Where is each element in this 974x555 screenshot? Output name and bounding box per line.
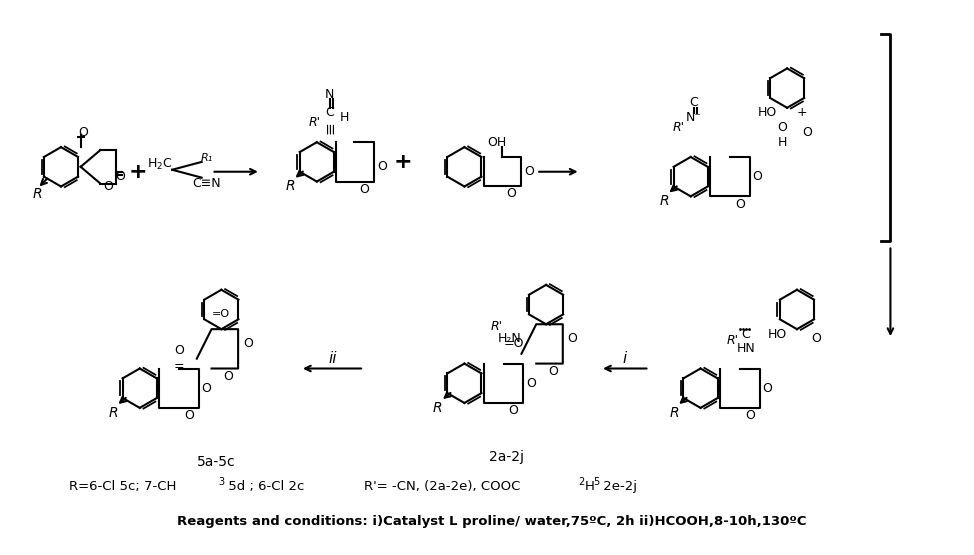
Text: H: H	[777, 136, 787, 149]
Text: N⁻: N⁻	[686, 111, 701, 124]
Text: +: +	[797, 106, 807, 119]
Text: R: R	[285, 179, 295, 194]
Text: O: O	[223, 370, 233, 383]
Text: R: R	[659, 194, 669, 208]
Text: R': R'	[727, 335, 739, 347]
Text: R: R	[433, 401, 442, 415]
Text: C≡N: C≡N	[192, 177, 221, 190]
Text: i: i	[622, 351, 627, 366]
Text: H: H	[584, 480, 594, 493]
Text: O: O	[506, 187, 516, 200]
Text: O: O	[802, 126, 811, 139]
Text: R': R'	[673, 121, 685, 134]
Text: O: O	[568, 332, 578, 346]
Text: O: O	[202, 382, 211, 395]
Text: +: +	[394, 152, 413, 172]
Text: 2: 2	[579, 477, 584, 487]
Text: O: O	[526, 377, 537, 390]
Text: O: O	[548, 365, 558, 378]
Text: HO: HO	[758, 106, 777, 119]
Text: 5: 5	[593, 477, 600, 487]
Text: 2a-2j: 2a-2j	[489, 450, 524, 464]
Text: R': R'	[309, 116, 320, 129]
Text: O: O	[735, 198, 745, 211]
Text: R: R	[669, 406, 679, 420]
Text: O: O	[184, 409, 194, 422]
Text: =: =	[173, 360, 184, 373]
Text: R: R	[32, 188, 42, 201]
Text: 5a-5c: 5a-5c	[197, 455, 236, 469]
Text: O: O	[243, 337, 253, 350]
Text: =O: =O	[211, 309, 230, 319]
Text: C: C	[325, 106, 334, 119]
Text: R'= -CN, (2a-2e), COOC: R'= -CN, (2a-2e), COOC	[364, 480, 520, 493]
Text: H: H	[340, 111, 349, 124]
Text: =O: =O	[504, 337, 524, 350]
Text: O: O	[763, 382, 772, 395]
Text: O: O	[753, 170, 763, 183]
Text: O: O	[79, 126, 89, 139]
Text: R: R	[108, 406, 118, 420]
Text: C: C	[690, 97, 698, 109]
Text: O: O	[103, 180, 113, 193]
Text: O: O	[508, 405, 518, 417]
Text: O: O	[377, 160, 387, 173]
Text: R₁: R₁	[201, 153, 212, 163]
Text: R=6-Cl 5c; 7-CH: R=6-Cl 5c; 7-CH	[69, 480, 176, 493]
Text: O: O	[115, 170, 125, 183]
Text: OH: OH	[487, 136, 506, 149]
Text: O: O	[359, 183, 369, 196]
Text: H₂N: H₂N	[498, 332, 521, 346]
Text: H$_2$C: H$_2$C	[147, 157, 172, 173]
Text: O: O	[811, 332, 822, 346]
Text: ii: ii	[328, 351, 337, 366]
Text: 3: 3	[218, 477, 225, 487]
Text: ≡: ≡	[322, 121, 337, 134]
Text: HO: HO	[768, 327, 787, 341]
Text: 5d ; 6-Cl 2c: 5d ; 6-Cl 2c	[224, 480, 305, 493]
Text: C: C	[741, 327, 750, 341]
Text: +: +	[129, 162, 147, 181]
Text: O: O	[524, 165, 535, 178]
Text: R': R'	[491, 320, 503, 332]
Text: O: O	[745, 409, 755, 422]
Text: O: O	[777, 121, 787, 134]
Text: Reagents and conditions: i)Catalyst L proline/ water,75ºC, 2h ii)HCOOH,8-10h,130: Reagents and conditions: i)Catalyst L pr…	[177, 514, 806, 527]
Text: N: N	[325, 88, 334, 102]
Text: HN: HN	[736, 342, 755, 355]
Text: O: O	[174, 344, 184, 357]
Text: 2e-2j: 2e-2j	[599, 480, 637, 493]
